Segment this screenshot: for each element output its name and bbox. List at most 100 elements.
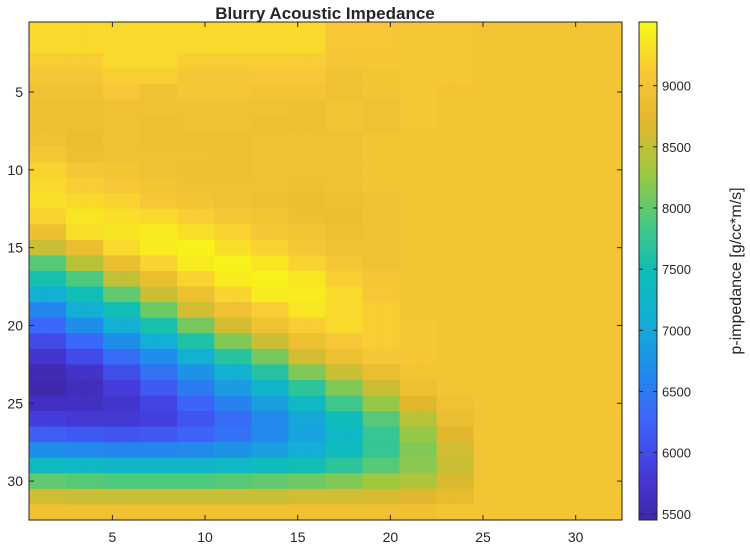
heatmap-cell xyxy=(547,271,568,288)
heatmap-cell xyxy=(566,395,586,412)
heatmap-cell xyxy=(306,68,327,85)
heatmap-cell xyxy=(399,426,419,443)
heatmap-cell xyxy=(306,99,327,116)
heatmap-cell xyxy=(214,488,234,506)
heatmap-cell xyxy=(529,333,549,350)
heatmap-cell xyxy=(29,317,49,334)
heatmap-cell xyxy=(399,411,419,428)
heatmap-cell xyxy=(251,473,271,490)
heatmap-cell xyxy=(177,177,197,194)
heatmap-cell xyxy=(47,193,67,210)
heatmap-cell xyxy=(306,488,327,506)
heatmap-cell xyxy=(251,146,271,163)
heatmap-cell xyxy=(103,146,123,163)
heatmap-cell xyxy=(362,99,382,116)
heatmap-cell xyxy=(47,504,67,521)
heatmap-cell xyxy=(195,317,215,334)
heatmap-cell xyxy=(103,99,123,116)
heatmap-cell xyxy=(103,115,123,132)
heatmap-cell xyxy=(473,348,493,365)
heatmap-cell xyxy=(140,68,160,85)
heatmap-cell xyxy=(140,457,160,474)
heatmap-cell xyxy=(121,208,141,225)
heatmap-cell xyxy=(325,224,345,241)
heatmap-cell xyxy=(603,473,623,490)
heatmap-cell xyxy=(29,442,49,459)
heatmap-cell xyxy=(66,146,86,163)
heatmap-cell xyxy=(399,162,419,179)
heatmap-cell xyxy=(288,379,308,397)
heatmap-cell xyxy=(121,255,141,272)
heatmap-cell xyxy=(214,457,234,474)
heatmap-cell xyxy=(547,193,568,210)
heatmap-cell xyxy=(547,395,568,412)
heatmap-cell xyxy=(473,255,493,272)
heatmap-cell xyxy=(121,442,141,459)
heatmap-cell xyxy=(288,457,308,474)
heatmap-cell xyxy=(288,177,308,194)
heatmap-cell xyxy=(492,348,512,365)
heatmap-cell xyxy=(455,364,475,381)
heatmap-cell xyxy=(362,488,382,506)
heatmap-cell xyxy=(232,255,252,272)
heatmap-cell xyxy=(195,426,215,443)
heatmap-cell xyxy=(566,302,586,319)
heatmap-cell xyxy=(306,504,327,521)
heatmap-cell xyxy=(344,271,364,288)
y-tick-label: 30 xyxy=(7,473,23,489)
heatmap-cell xyxy=(455,208,475,225)
heatmap-cell xyxy=(177,239,197,257)
heatmap-cell xyxy=(362,286,382,303)
heatmap-cell xyxy=(121,411,141,428)
heatmap-cell xyxy=(269,99,290,116)
heatmap-cell xyxy=(269,177,290,194)
heatmap-cell xyxy=(47,379,67,397)
heatmap-cell xyxy=(344,193,364,210)
heatmap-cell xyxy=(84,473,104,490)
heatmap-cell xyxy=(492,488,512,506)
heatmap-cell xyxy=(584,286,605,303)
heatmap-cell xyxy=(84,426,104,443)
heatmap-cell xyxy=(47,442,67,459)
heatmap-cell xyxy=(603,68,623,85)
heatmap-cell xyxy=(288,146,308,163)
heatmap-cell xyxy=(492,130,512,148)
heatmap-cell xyxy=(177,286,197,303)
heatmap-cell xyxy=(529,286,549,303)
colorbar-tick-label: 6500 xyxy=(662,385,691,400)
heatmap-cell xyxy=(529,442,549,459)
heatmap-cell xyxy=(158,348,178,365)
heatmap-cell xyxy=(103,53,123,70)
heatmap-cell xyxy=(381,130,401,148)
heatmap-cell xyxy=(251,84,271,101)
heatmap-cell xyxy=(269,504,290,521)
heatmap-cell xyxy=(418,457,438,474)
heatmap-cell xyxy=(325,333,345,350)
heatmap-cell xyxy=(269,395,290,412)
heatmap-cell xyxy=(473,224,493,241)
heatmap-cell xyxy=(66,426,86,443)
x-axis: 5 10 15 20 25 30 xyxy=(108,22,584,545)
heatmap-cell xyxy=(510,395,530,412)
heatmap-cell xyxy=(584,37,605,54)
heatmap-cell xyxy=(66,286,86,303)
y-tick-label: 15 xyxy=(7,240,23,256)
heatmap-cell xyxy=(603,193,623,210)
heatmap-cell xyxy=(510,379,530,397)
heatmap-cell xyxy=(47,84,67,101)
heatmap-cell xyxy=(177,99,197,116)
heatmap-cell xyxy=(195,37,215,54)
heatmap-cell xyxy=(140,442,160,459)
heatmap-cell xyxy=(510,22,530,39)
heatmap-cell xyxy=(140,224,160,241)
x-tick-label: 30 xyxy=(568,529,584,545)
heatmap-cell xyxy=(510,224,530,241)
heatmap-cell xyxy=(473,271,493,288)
heatmap-cell xyxy=(177,37,197,54)
heatmap-cell xyxy=(362,146,382,163)
heatmap-cell xyxy=(306,286,327,303)
heatmap-cell xyxy=(325,37,345,54)
heatmap-cell xyxy=(418,224,438,241)
heatmap-cell xyxy=(418,53,438,70)
heatmap-cell xyxy=(288,208,308,225)
